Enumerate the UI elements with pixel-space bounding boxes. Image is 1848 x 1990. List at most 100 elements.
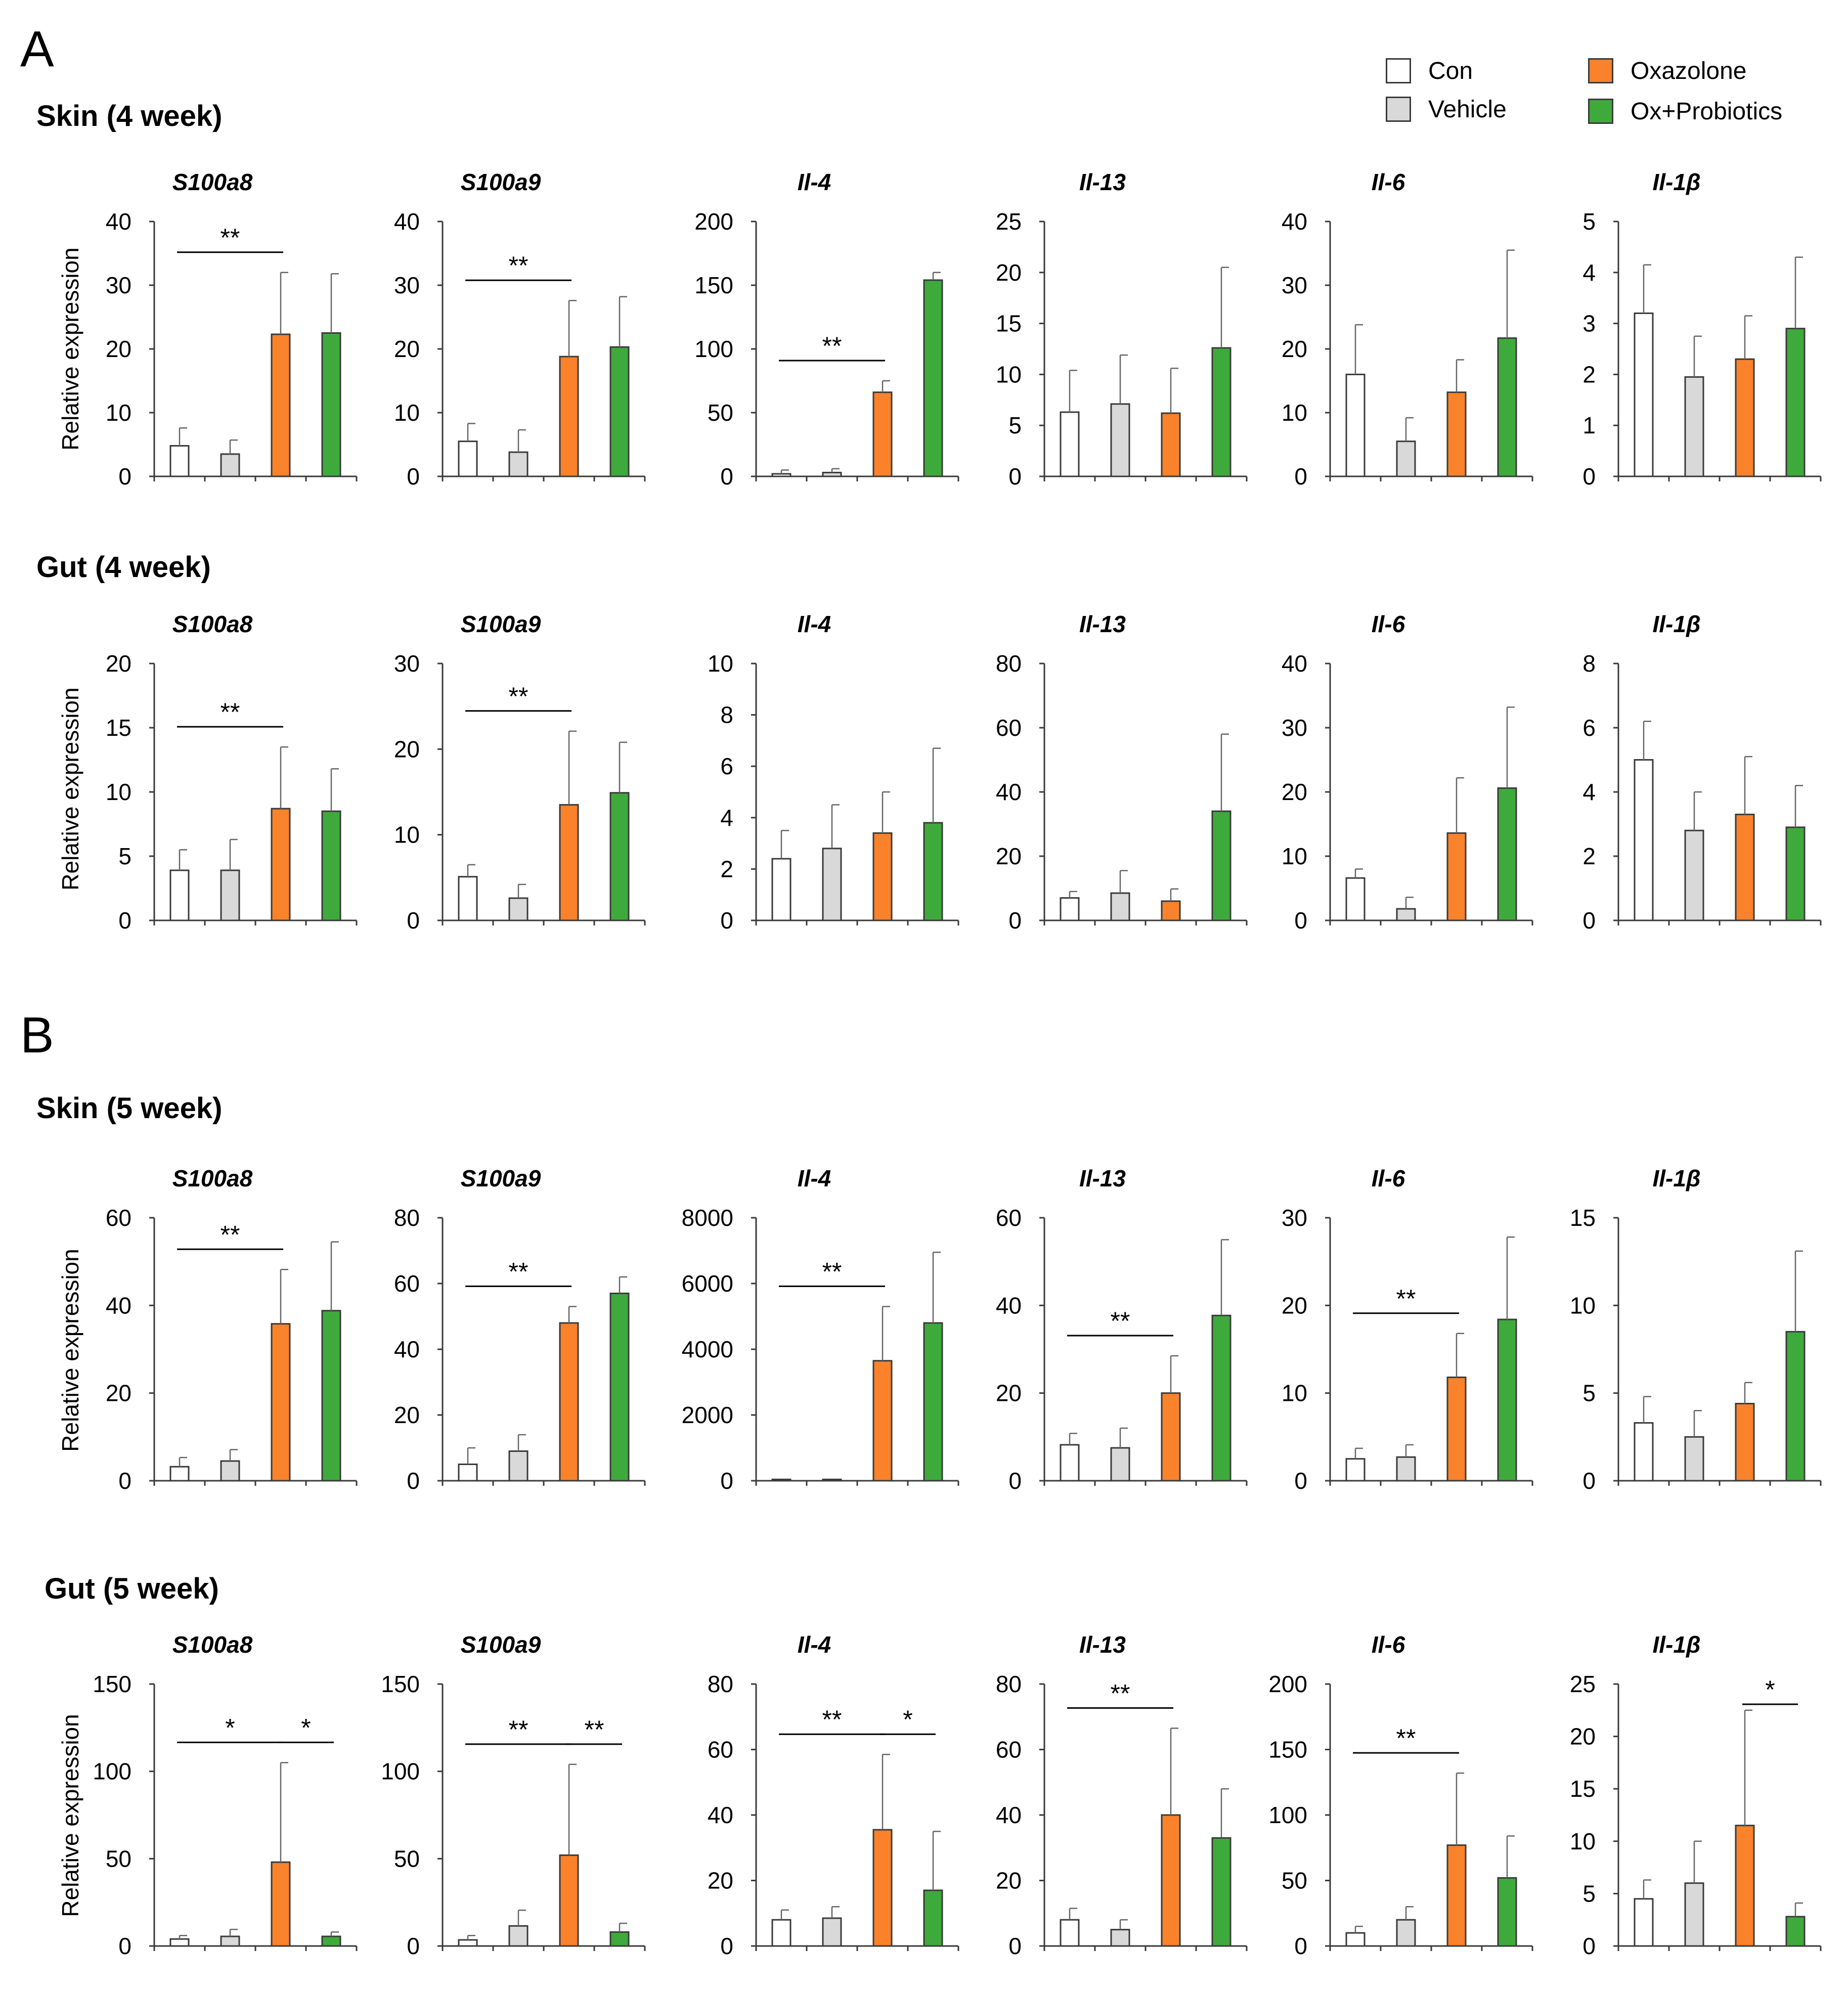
- significance-label: *: [903, 1705, 912, 1734]
- legend-item-oxazolone: Oxazolone: [1588, 55, 1746, 87]
- y-tick-label: 30: [1282, 272, 1307, 298]
- bar-con: [169, 869, 190, 921]
- y-tick-label: 40: [1282, 650, 1307, 677]
- y-tick-label: 0: [407, 463, 420, 490]
- chart-gut-5-week-il-13: Il-13 0 20 40 60 80 **: [996, 1631, 1248, 1959]
- y-tick-label: 3: [1582, 311, 1596, 337]
- y-tick-label: 8: [720, 702, 733, 728]
- y-tick-label: 8: [1582, 650, 1596, 677]
- bar-con: [1060, 1444, 1080, 1482]
- bar-vehicle: [822, 1478, 842, 1482]
- chart-gut-4-week-s100a8: S100a8 Relative expression 0 5 10 15 20 **: [57, 611, 358, 934]
- y-tick-label: 15: [1570, 1205, 1596, 1231]
- y-tick-label: 0: [1294, 1933, 1307, 1959]
- y-tick-label: 150: [694, 272, 733, 298]
- legend-swatch-ox-probiotics: [1588, 99, 1613, 124]
- y-tick-label: 20: [996, 1380, 1022, 1406]
- chart-title: Il-1β: [1652, 1165, 1700, 1191]
- bar-vehicle: [1110, 403, 1130, 477]
- bar-ox-probiotics: [321, 1935, 341, 1947]
- y-tick-label: 20: [1282, 1292, 1307, 1318]
- bar-con: [458, 1939, 478, 1947]
- y-tick-label: 20: [106, 1380, 131, 1406]
- bar-ox-probiotics: [321, 1310, 341, 1482]
- bar-con: [458, 876, 478, 921]
- significance-label: **: [509, 251, 529, 280]
- bar-con: [1634, 1898, 1654, 1947]
- chart-title: S100a8: [172, 611, 253, 637]
- y-tick-label: 40: [996, 779, 1022, 805]
- y-tick-label: 0: [720, 463, 733, 490]
- y-tick-label: 0: [1008, 1933, 1022, 1959]
- bar-oxazolone: [271, 1861, 291, 1947]
- y-tick-label: 6000: [682, 1270, 733, 1297]
- bar-vehicle: [220, 1460, 240, 1482]
- y-tick-label: 60: [996, 1737, 1022, 1763]
- y-tick-label: 30: [394, 272, 420, 298]
- bar-vehicle: [822, 1917, 842, 1947]
- y-tick-label: 0: [720, 907, 733, 934]
- chart-title: Il-6: [1372, 169, 1405, 195]
- bar-ox-probiotics: [1211, 347, 1231, 477]
- significance-label: *: [225, 1713, 235, 1742]
- chart-gut-5-week-s100a9: S100a9 0 50 100 150 ** **: [381, 1631, 646, 1959]
- bar-ox-probiotics: [1785, 826, 1806, 921]
- chart-title: S100a8: [172, 1631, 253, 1658]
- bar-vehicle: [220, 453, 240, 477]
- bar-con: [458, 1464, 478, 1482]
- bar-oxazolone: [1161, 1814, 1181, 1947]
- chart-title: S100a8: [172, 1165, 253, 1191]
- bar-vehicle: [508, 897, 529, 921]
- bar-ox-probiotics: [1497, 337, 1517, 477]
- chart-gut-4-week-s100a9: S100a9 0 10 20 30 **: [394, 611, 646, 934]
- bar-vehicle: [1396, 1919, 1416, 1947]
- bar-vehicle: [220, 869, 240, 921]
- significance-label: **: [822, 332, 842, 360]
- chart-title: S100a9: [461, 169, 541, 195]
- bar-oxazolone: [559, 804, 579, 921]
- y-tick-label: 10: [394, 822, 420, 848]
- y-tick-label: 5: [1008, 412, 1022, 438]
- bar-vehicle: [1684, 376, 1704, 477]
- y-tick-label: 0: [1582, 907, 1596, 934]
- bar-con: [1345, 1458, 1366, 1482]
- significance-label: **: [822, 1258, 842, 1286]
- y-tick-label: 5: [118, 843, 131, 869]
- bar-con: [771, 1478, 791, 1482]
- bar-oxazolone: [872, 832, 893, 921]
- legend-swatch-oxazolone: [1588, 58, 1613, 83]
- y-tick-label: 2: [720, 856, 733, 882]
- bar-ox-probiotics: [609, 1931, 630, 1947]
- bar-ox-probiotics: [1211, 1837, 1231, 1947]
- y-tick-label: 80: [996, 1671, 1022, 1697]
- bar-con: [1345, 1932, 1366, 1947]
- y-tick-label: 80: [996, 650, 1022, 677]
- chart-title: Il-13: [1079, 169, 1126, 195]
- y-tick-label: 5: [1582, 1880, 1596, 1907]
- y-tick-label: 6: [1582, 715, 1596, 741]
- y-tick-label: 0: [1582, 1933, 1596, 1959]
- bar-ox-probiotics: [1211, 1314, 1231, 1482]
- bar-ox-probiotics: [609, 346, 630, 477]
- y-tick-label: 20: [106, 336, 131, 362]
- y-tick-label: 20: [996, 259, 1022, 286]
- y-tick-label: 40: [708, 1802, 733, 1828]
- y-tick-label: 100: [93, 1758, 131, 1785]
- bar-con: [1634, 1422, 1654, 1482]
- y-tick-label: 0: [407, 1468, 420, 1494]
- chart-title: Il-13: [1079, 1631, 1126, 1658]
- y-tick-label: 60: [106, 1205, 131, 1231]
- bar-vehicle: [508, 1925, 529, 1947]
- bar-ox-probiotics: [1497, 1877, 1517, 1947]
- bar-ox-probiotics: [923, 279, 943, 477]
- chart-gut-5-week-s100a8: S100a8 Relative expression 0 50 100 150 * *: [57, 1631, 358, 1959]
- bar-oxazolone: [559, 1322, 579, 1482]
- y-tick-label: 100: [1268, 1802, 1307, 1828]
- significance-label: **: [221, 698, 240, 726]
- bar-oxazolone: [1446, 1376, 1467, 1482]
- y-tick-label: 100: [694, 336, 733, 362]
- significance-label: **: [1111, 1307, 1130, 1335]
- y-tick-label: 50: [1282, 1868, 1307, 1894]
- y-tick-label: 150: [1268, 1737, 1307, 1763]
